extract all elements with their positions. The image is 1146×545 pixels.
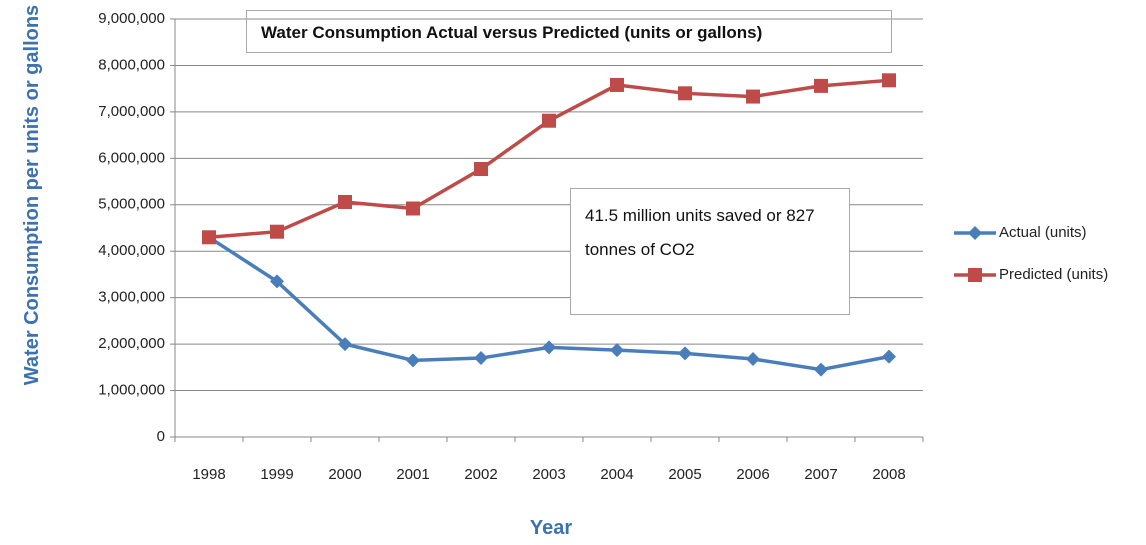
x-tick-label: 2005 <box>668 466 701 483</box>
marker <box>338 194 352 209</box>
marker <box>338 337 352 352</box>
marker <box>610 343 624 358</box>
legend-label: Predicted (units) <box>999 266 1108 283</box>
marker <box>814 78 828 93</box>
x-tick-label: 2008 <box>872 466 905 483</box>
marker <box>610 77 624 92</box>
x-tick-label: 2007 <box>804 466 837 483</box>
marker <box>814 362 828 377</box>
y-tick-label: 0 <box>157 428 165 445</box>
marker <box>542 340 556 355</box>
x-tick-label: 2006 <box>736 466 769 483</box>
x-tick-label: 2001 <box>396 466 429 483</box>
x-axis-label: Year <box>529 517 573 539</box>
y-axis-label: Water Consumption per units or gallons <box>21 4 43 386</box>
y-tick-label: 8,000,000 <box>98 56 165 73</box>
marker <box>270 274 284 289</box>
x-tick-label: 2004 <box>600 466 633 483</box>
marker <box>406 201 420 216</box>
marker <box>968 226 982 240</box>
marker <box>746 351 760 366</box>
y-tick-label: 6,000,000 <box>98 149 165 166</box>
marker <box>474 162 488 177</box>
marker <box>202 230 216 245</box>
y-tick-label: 3,000,000 <box>98 289 165 306</box>
marker <box>678 346 692 361</box>
marker <box>968 268 982 282</box>
marker <box>746 89 760 104</box>
annotation: 41.5 million units saved or 827 tonnes o… <box>570 188 850 315</box>
marker <box>542 113 556 128</box>
y-tick-label: 7,000,000 <box>98 103 165 120</box>
y-tick-label: 5,000,000 <box>98 196 165 213</box>
x-tick-label: 1999 <box>260 466 293 483</box>
x-tick-label: 2003 <box>532 466 565 483</box>
marker <box>406 353 420 368</box>
y-tick-label: 2,000,000 <box>98 335 165 352</box>
y-tick-label: 4,000,000 <box>98 242 165 259</box>
x-tick-label: 2002 <box>464 466 497 483</box>
y-tick-label: 1,000,000 <box>98 382 165 399</box>
marker <box>882 349 896 364</box>
x-tick-label: 2000 <box>328 466 361 483</box>
chart-title: Water Consumption Actual versus Predicte… <box>246 10 892 53</box>
marker <box>678 86 692 101</box>
legend-label: Actual (units) <box>999 224 1087 241</box>
marker <box>882 73 896 88</box>
y-tick-label: 9,000,000 <box>98 10 165 27</box>
marker <box>270 224 284 239</box>
x-tick-label: 1998 <box>192 466 225 483</box>
marker <box>474 351 488 366</box>
